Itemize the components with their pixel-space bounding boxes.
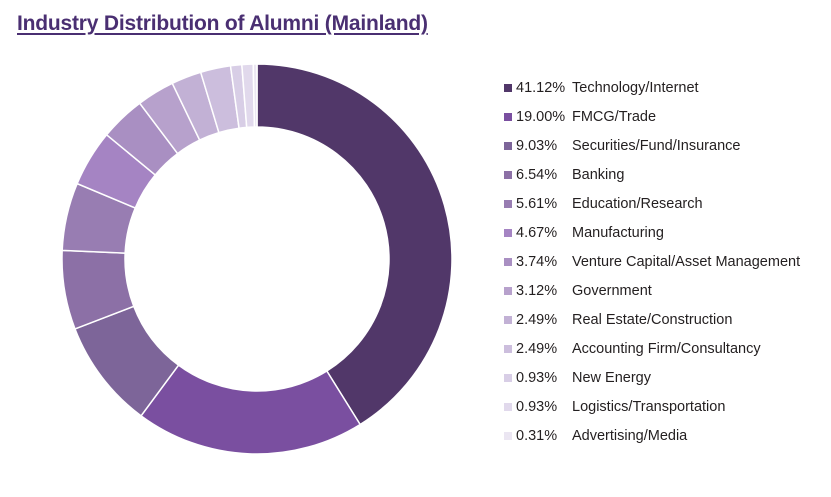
slice-1 — [140, 364, 362, 455]
legend-item: 41.12% Technology/Internet — [504, 73, 800, 102]
legend-swatch — [504, 257, 512, 266]
legend-swatch — [504, 199, 512, 208]
legend-percent: 0.31% — [516, 427, 558, 444]
legend-item: 19.00% FMCG/Trade — [504, 102, 800, 131]
legend-item: 0.93% New Energy — [504, 363, 800, 392]
legend-swatch — [504, 402, 512, 411]
legend-item: 3.12% Government — [504, 276, 800, 305]
legend-percent: 19.00% — [516, 108, 566, 125]
legend-label: Logistics/Transportation — [572, 398, 726, 415]
legend-swatch — [504, 344, 512, 353]
legend-item: 2.49% Accounting Firm/Consultancy — [504, 334, 800, 363]
legend-percent: 2.49% — [516, 340, 558, 357]
legend-label: Technology/Internet — [572, 79, 699, 96]
legend-item: 0.31% Advertising/Media — [504, 421, 800, 450]
legend-item: 5.61% Education/Research — [504, 189, 800, 218]
legend-percent: 41.12% — [516, 79, 566, 96]
legend-percent: 9.03% — [516, 137, 558, 154]
legend-label: Accounting Firm/Consultancy — [572, 340, 761, 357]
legend-percent: 0.93% — [516, 369, 558, 386]
legend-swatch — [504, 83, 512, 92]
legend-percent: 2.49% — [516, 311, 558, 328]
legend-swatch — [504, 141, 512, 150]
legend-percent: 3.12% — [516, 282, 558, 299]
legend-label: Advertising/Media — [572, 427, 688, 444]
legend-swatch — [504, 112, 512, 121]
legend-label: FMCG/Trade — [572, 108, 657, 125]
legend-percent: 3.74% — [516, 253, 558, 270]
chart-title: Industry Distribution of Alumni (Mainlan… — [17, 12, 428, 35]
legend-swatch — [504, 431, 512, 440]
slice-0 — [256, 63, 453, 426]
legend-swatch — [504, 170, 512, 179]
legend-label: Manufacturing — [572, 224, 664, 241]
legend-percent: 5.61% — [516, 195, 558, 212]
legend-label: Government — [572, 282, 652, 299]
legend-label: Education/Research — [572, 195, 703, 212]
donut-chart — [61, 63, 453, 455]
legend-item: 2.49% Real Estate/Construction — [504, 305, 800, 334]
legend-item: 0.93% Logistics/Transportation — [504, 392, 800, 421]
legend-item: 4.67% Manufacturing — [504, 218, 800, 247]
legend-percent: 6.54% — [516, 166, 558, 183]
legend-item: 3.74% Venture Capital/Asset Management — [504, 247, 800, 276]
legend-item: 9.03% Securities/Fund/Insurance — [504, 131, 800, 160]
legend-label: Real Estate/Construction — [572, 311, 733, 328]
chart-legend: 41.12% Technology/Internet 19.00% FMCG/Trad… — [504, 73, 800, 450]
legend-label: Securities/Fund/Insurance — [572, 137, 741, 154]
slice-12 — [252, 63, 258, 128]
legend-swatch — [504, 373, 512, 382]
legend-label: Venture Capital/Asset Management — [572, 253, 801, 270]
legend-percent: 4.67% — [516, 224, 558, 241]
legend-label: Banking — [572, 166, 625, 183]
legend-label: New Energy — [572, 369, 651, 386]
legend-swatch — [504, 286, 512, 295]
donut-slices — [61, 63, 453, 455]
legend-percent: 0.93% — [516, 398, 558, 415]
legend-item: 6.54% Banking — [504, 160, 800, 189]
legend-swatch — [504, 315, 512, 324]
legend-swatch — [504, 228, 512, 237]
